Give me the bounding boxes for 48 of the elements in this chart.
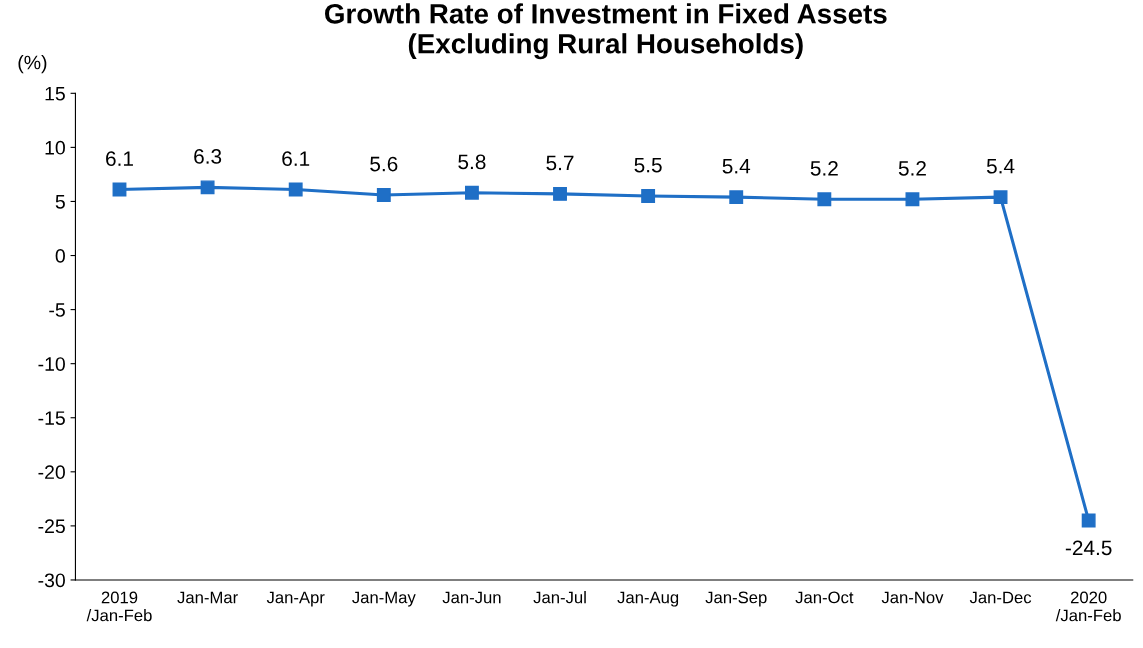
data-label: 5.6 xyxy=(370,156,398,172)
x-tick-label: Jan-Jul xyxy=(533,591,586,604)
y-axis-title: (%) xyxy=(18,55,47,74)
data-label: 5.4 xyxy=(722,159,751,174)
point xyxy=(288,182,303,197)
x-tick-label: Jan-Apr xyxy=(266,591,325,607)
y-tick-label: 15 xyxy=(45,86,65,101)
x-tick-label: 2020 /Jan-Feb xyxy=(1055,591,1121,622)
x-tick-label: Jan-May xyxy=(352,591,416,607)
point xyxy=(817,192,832,207)
point xyxy=(112,182,127,197)
x-tick-label: 2019 /Jan-Feb xyxy=(86,591,152,622)
chart-title: Growth Rate of Investment in Fixed Assets (Excluding Rural Households) xyxy=(325,3,887,60)
data-label: 5.2 xyxy=(898,160,926,176)
point xyxy=(1081,513,1096,528)
x-tick-label: Jan-Nov xyxy=(881,591,944,604)
data-label: 5.7 xyxy=(546,155,574,171)
y-tick-label: -25 xyxy=(38,519,65,534)
y-tick-label: -10 xyxy=(38,357,65,371)
point xyxy=(553,186,567,201)
point xyxy=(729,190,744,205)
data-label: 5.2 xyxy=(810,160,838,176)
y-tick-label: -30 xyxy=(38,573,65,588)
point xyxy=(905,192,920,207)
x-tick-label: Jan-Mar xyxy=(177,591,238,604)
point xyxy=(464,185,479,200)
x-tick-label: Jan-Dec xyxy=(969,591,1032,604)
y-tick-label: 10 xyxy=(45,140,65,155)
data-label: 6.1 xyxy=(282,151,310,166)
data-label: 5.5 xyxy=(634,157,662,173)
point xyxy=(376,188,391,202)
x-tick-label: Jan-Aug xyxy=(617,591,679,607)
y-tick-label: 0 xyxy=(55,249,65,263)
y-tick-label: -5 xyxy=(49,303,65,317)
point xyxy=(993,190,1008,205)
point xyxy=(200,180,215,195)
data-label: 5.8 xyxy=(458,154,486,170)
data-label: -24.5 xyxy=(1065,540,1112,556)
x-tick-label: Jan-Jun xyxy=(442,591,501,604)
y-tick-label: -15 xyxy=(38,411,65,425)
x-tick-label: Jan-Sep xyxy=(705,591,767,607)
data-label: 6.3 xyxy=(194,149,222,164)
y-tick-label: 5 xyxy=(55,195,65,209)
x-tick-label: Jan-Oct xyxy=(795,591,854,604)
data-label: 6.1 xyxy=(106,151,133,166)
data-label: 5.4 xyxy=(986,159,1015,174)
y-tick-label: -20 xyxy=(38,465,65,480)
point xyxy=(641,189,656,203)
